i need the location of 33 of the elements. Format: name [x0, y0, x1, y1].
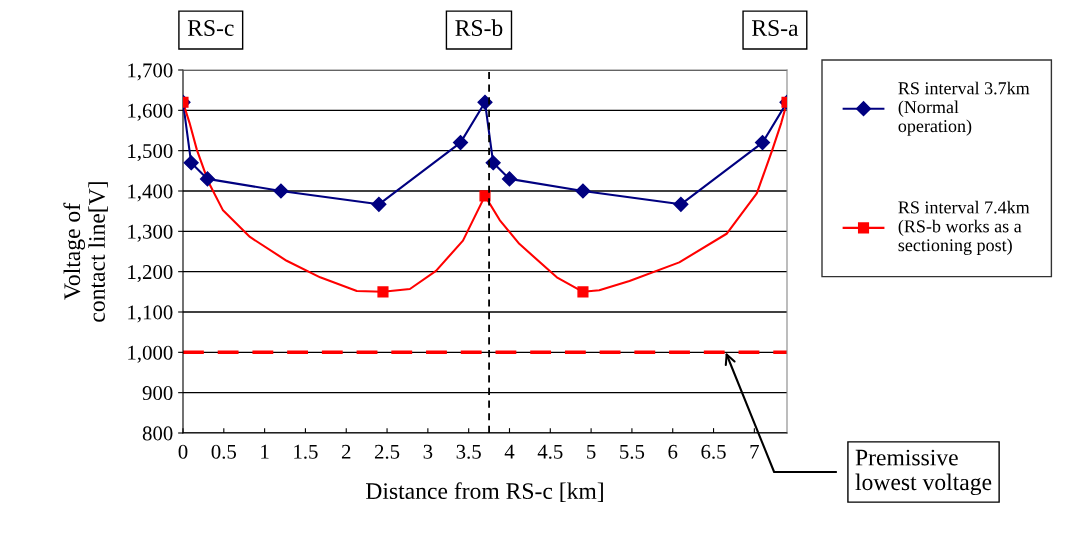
x-tick-label: 0 — [178, 444, 188, 459]
x-tick-label: 6.5 — [701, 444, 726, 459]
x-tick-label: 4 — [504, 444, 515, 459]
x-tick-label: 0.5 — [211, 444, 237, 459]
x-tick-label: 5 — [587, 444, 596, 459]
x-tick-label: 1.5 — [294, 444, 318, 459]
y-tick-label: 1,000 — [128, 345, 173, 363]
x-tick-label: 3 — [423, 444, 433, 459]
x-tick-label: 1 — [261, 444, 269, 459]
text: RS-c — [187, 20, 234, 36]
text: RS-b — [455, 19, 503, 36]
x-tick-label: 2 — [341, 444, 351, 459]
y-tick-label: 800 — [142, 426, 173, 441]
annotation: Premissive lowest voltage — [855, 449, 992, 496]
x-tick-label: 3.5 — [456, 444, 481, 459]
y-tick-label: 1,500 — [128, 144, 173, 162]
y-tick-label: 1,600 — [128, 103, 173, 121]
y-tick-label: 900 — [142, 386, 173, 401]
text: RS-a — [751, 20, 799, 36]
legend-label: RS interval 3.7km (Normal operation) — [898, 81, 1030, 136]
y-tick-label: 1,100 — [128, 305, 173, 323]
x-tick-label: 7 — [750, 444, 759, 459]
y-axis-title: Voltage of contact line[V] — [63, 182, 108, 322]
y-tick-label: 1,200 — [128, 265, 173, 283]
x-tick-label: 5.5 — [620, 444, 645, 459]
legend-label: RS interval 7.4km (RS-b works as a sectioning post) — [898, 200, 1030, 255]
x-tick-label: 2.5 — [374, 444, 400, 459]
y-tick-label: 1,700 — [128, 63, 173, 81]
x-tick-label: 6 — [668, 444, 678, 459]
x-tick-label: 4.5 — [537, 444, 563, 459]
x-axis-title: Distance from RS-c [km] — [366, 482, 603, 502]
y-tick-label: 1,400 — [128, 184, 173, 202]
y-tick-label: 1,300 — [128, 224, 173, 242]
